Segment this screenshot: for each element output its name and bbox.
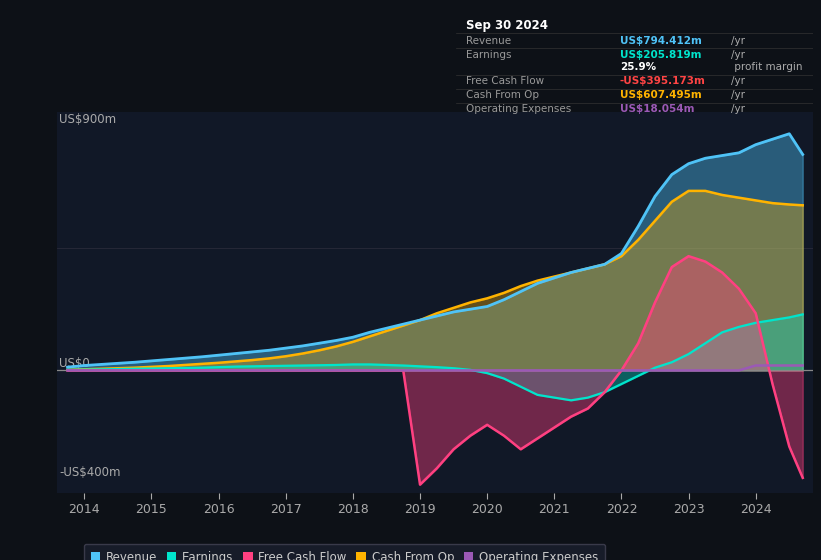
Text: Earnings: Earnings bbox=[466, 50, 511, 60]
Text: Revenue: Revenue bbox=[466, 36, 511, 46]
Text: 25.9%: 25.9% bbox=[620, 62, 656, 72]
Text: /yr: /yr bbox=[731, 36, 745, 46]
Text: /yr: /yr bbox=[731, 105, 745, 114]
Legend: Revenue, Earnings, Free Cash Flow, Cash From Op, Operating Expenses: Revenue, Earnings, Free Cash Flow, Cash … bbox=[84, 544, 605, 560]
Text: US$205.819m: US$205.819m bbox=[620, 50, 701, 60]
Text: Operating Expenses: Operating Expenses bbox=[466, 105, 571, 114]
Text: US$900m: US$900m bbox=[59, 113, 116, 125]
Text: US$0: US$0 bbox=[59, 357, 89, 370]
Text: /yr: /yr bbox=[731, 50, 745, 60]
Text: Cash From Op: Cash From Op bbox=[466, 90, 539, 100]
Text: Free Cash Flow: Free Cash Flow bbox=[466, 76, 544, 86]
Text: profit margin: profit margin bbox=[731, 62, 802, 72]
Text: -US$400m: -US$400m bbox=[59, 466, 121, 479]
Text: Sep 30 2024: Sep 30 2024 bbox=[466, 19, 548, 32]
Text: /yr: /yr bbox=[731, 90, 745, 100]
Text: US$607.495m: US$607.495m bbox=[620, 90, 702, 100]
Text: /yr: /yr bbox=[731, 76, 745, 86]
Text: US$794.412m: US$794.412m bbox=[620, 36, 702, 46]
Text: -US$395.173m: -US$395.173m bbox=[620, 76, 706, 86]
Text: US$18.054m: US$18.054m bbox=[620, 105, 695, 114]
